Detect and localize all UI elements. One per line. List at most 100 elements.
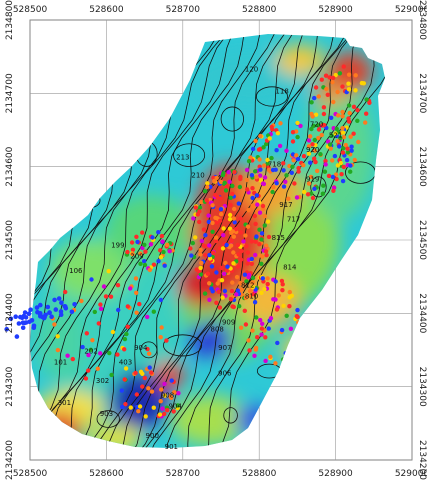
sample-point: [306, 181, 312, 186]
sample-point: [249, 261, 254, 266]
sample-point: [250, 275, 256, 281]
sample-point: [263, 249, 269, 254]
sample-point: [259, 326, 265, 331]
sample-point: [253, 138, 258, 144]
sample-point: [49, 314, 54, 320]
sample-point: [138, 369, 144, 374]
sample-point: [207, 297, 212, 302]
sample-point: [334, 126, 339, 131]
contour-label: 209: [130, 252, 143, 260]
sample-point: [349, 148, 354, 153]
sample-point: [116, 307, 121, 313]
contour-label: 403: [119, 359, 132, 367]
contour-label: 810: [245, 293, 258, 301]
sample-point: [101, 284, 107, 289]
sample-point: [279, 327, 285, 333]
sample-point: [341, 146, 346, 151]
sample-point: [88, 347, 94, 352]
sample-point: [175, 403, 180, 408]
sample-point: [89, 277, 94, 282]
sample-point: [327, 75, 332, 80]
sample-point: [296, 169, 301, 174]
sample-point: [212, 178, 217, 184]
sample-point: [201, 243, 206, 248]
sample-point: [353, 88, 358, 93]
sample-point: [90, 338, 95, 343]
sample-point: [165, 242, 170, 247]
contour-label: 717: [287, 216, 300, 224]
sample-point: [294, 195, 300, 200]
contour-label: 718: [268, 161, 281, 169]
sample-point: [208, 184, 213, 190]
sample-point: [115, 283, 121, 288]
sample-point: [260, 276, 265, 281]
sample-point: [205, 181, 210, 186]
sample-point: [269, 124, 274, 130]
contour-label: 917: [279, 201, 292, 209]
sample-point: [277, 143, 283, 149]
sample-point: [190, 240, 195, 246]
sample-point: [156, 230, 161, 235]
sample-point: [348, 134, 353, 139]
sample-point: [221, 271, 227, 276]
sample-point: [244, 177, 250, 183]
sample-point: [262, 286, 267, 292]
sample-point: [281, 168, 286, 173]
sample-point: [306, 144, 312, 149]
sample-point: [133, 370, 138, 376]
sample-point: [363, 120, 368, 125]
sample-point: [213, 238, 219, 244]
sample-point: [250, 328, 255, 333]
sample-point: [268, 316, 274, 321]
sample-point: [149, 370, 154, 375]
y-tick-label-left: 2134200: [5, 440, 15, 480]
sample-point: [8, 316, 14, 322]
contour-label: 900: [146, 432, 159, 440]
contour-label: 521: [329, 131, 342, 139]
axis-tick-labels: 528500 528500 528600 528600 528700 528700 5288…: [5, 0, 427, 480]
contour-label: 720: [310, 120, 323, 128]
sample-point: [134, 234, 139, 239]
sample-point: [323, 73, 329, 78]
sample-point: [198, 272, 204, 277]
contour-line: [145, 34, 355, 448]
sample-point: [255, 202, 260, 207]
sample-point: [202, 291, 208, 296]
sample-point: [107, 350, 112, 356]
sample-point: [151, 262, 157, 267]
contour-label: 904: [168, 403, 182, 411]
sample-point: [249, 256, 254, 262]
sample-point: [318, 152, 323, 157]
sample-points-west: [4, 296, 77, 339]
sample-point: [254, 174, 259, 180]
sample-point: [261, 181, 267, 187]
sample-point: [86, 368, 91, 373]
x-tick-label-top: 529000: [395, 5, 427, 15]
sample-point: [157, 412, 163, 417]
sample-point: [29, 318, 35, 323]
y-tick-label-right: 2134800: [417, 0, 427, 40]
sample-point: [220, 295, 225, 300]
sample-point: [250, 146, 256, 152]
sample-point: [275, 131, 281, 136]
sample-point: [284, 313, 289, 318]
y-tick-label-right: 2134400: [417, 293, 427, 333]
contour-label: 199: [111, 241, 124, 249]
sample-point: [28, 307, 33, 313]
sample-point: [214, 220, 219, 225]
sample-point: [355, 108, 360, 113]
sample-point: [205, 184, 210, 190]
sample-point: [263, 358, 268, 364]
sample-point: [340, 150, 346, 155]
sample-point: [204, 198, 209, 203]
sample-point: [237, 184, 243, 190]
sample-point: [226, 170, 231, 175]
sample-point: [198, 252, 203, 257]
contour-label: 101: [54, 359, 67, 367]
sample-point: [271, 184, 276, 190]
sample-point: [236, 201, 241, 206]
sample-point: [245, 224, 251, 229]
sample-point: [176, 391, 181, 396]
sample-point: [198, 265, 203, 271]
sample-point: [321, 105, 327, 110]
